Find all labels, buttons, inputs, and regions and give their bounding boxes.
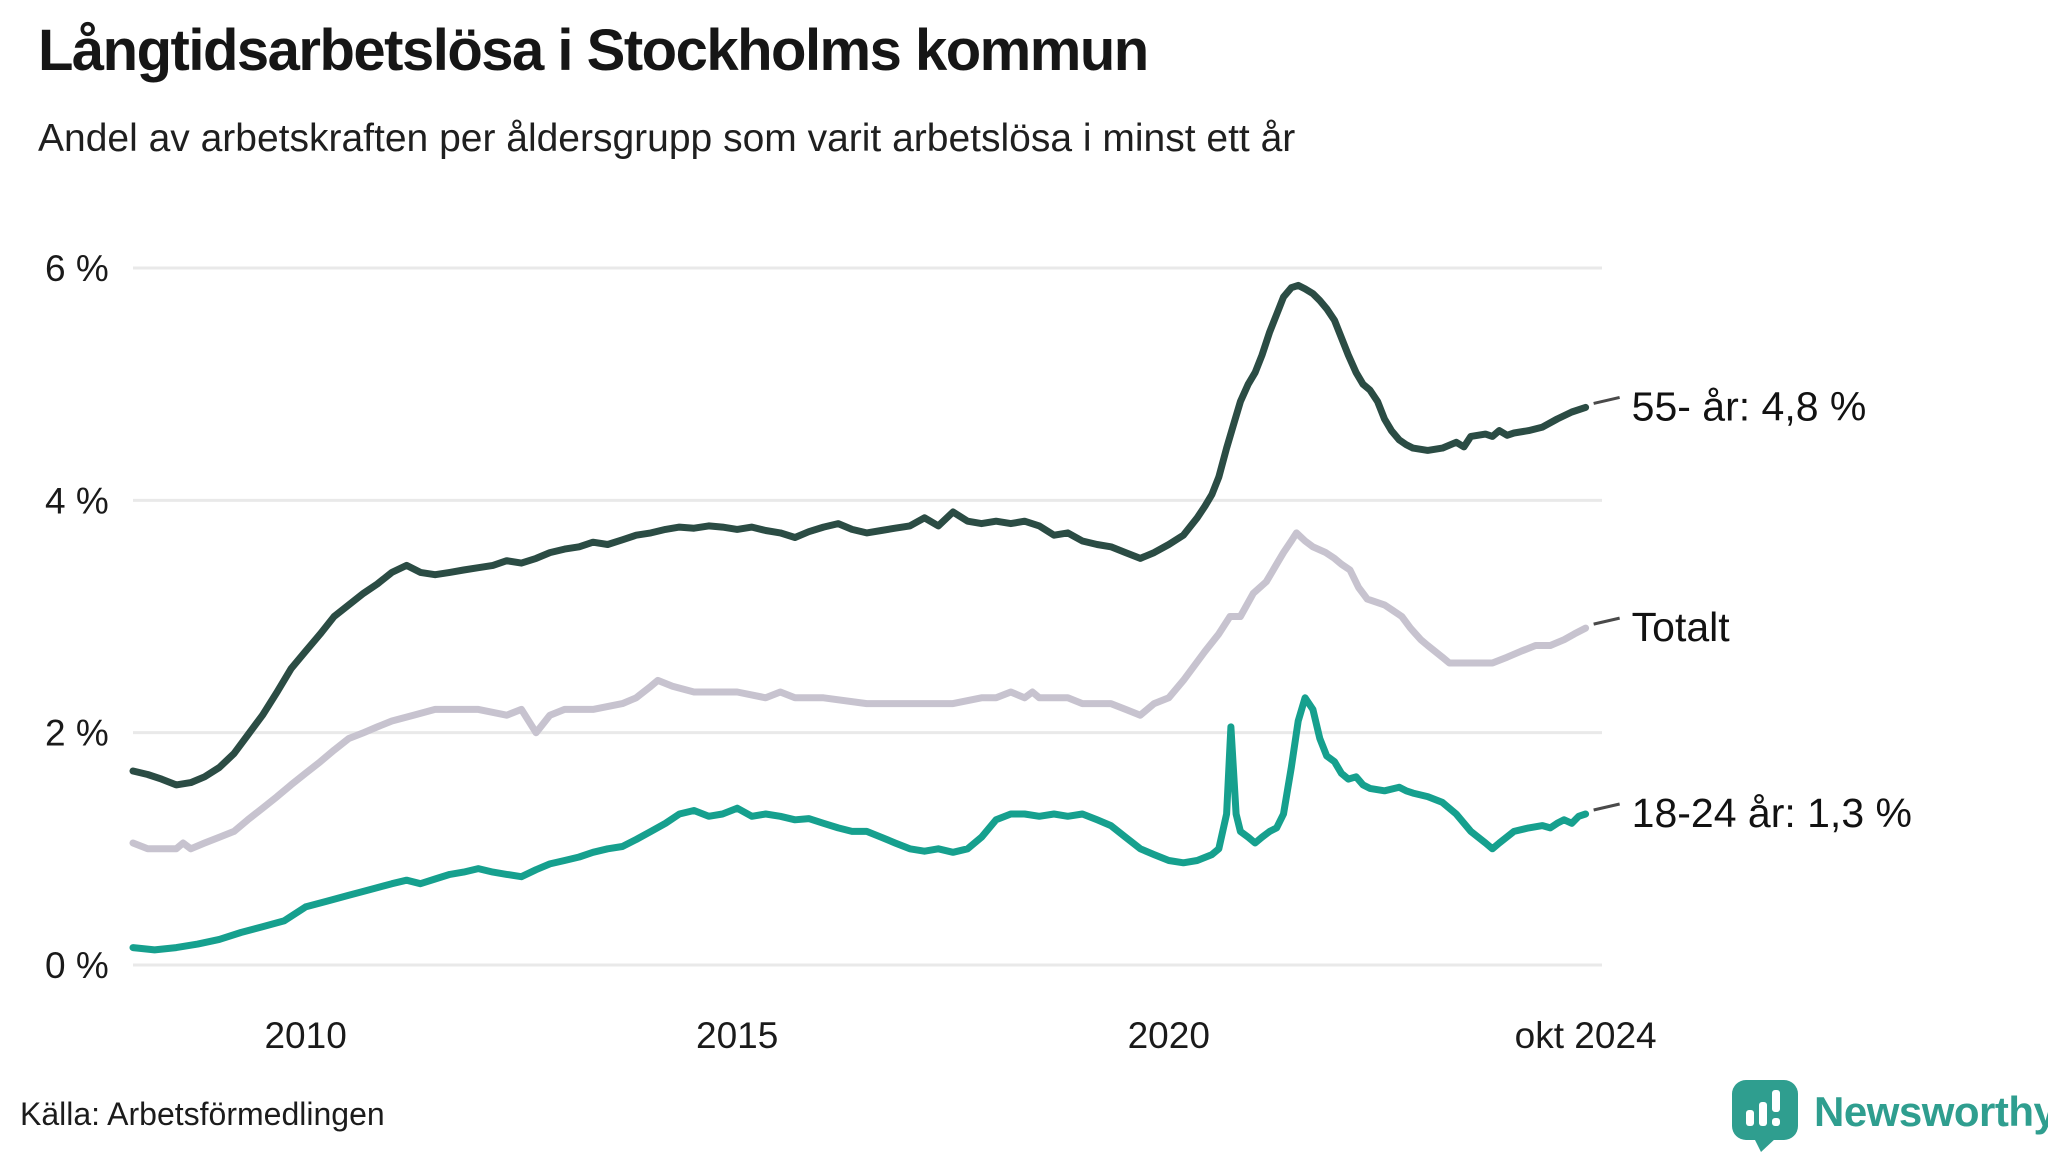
newsworthy-logo-icon bbox=[1732, 1080, 1798, 1152]
x-tick-label: 2015 bbox=[696, 1015, 778, 1056]
series-end-tick bbox=[1593, 802, 1620, 812]
logo-exclamation-dot bbox=[1772, 1118, 1780, 1126]
series-end-label: 18-24 år: 1,3 % bbox=[1632, 790, 1912, 836]
logo-exclamation-bar bbox=[1772, 1090, 1780, 1112]
newsworthy-logo-text: Newsworthy bbox=[1814, 1088, 2048, 1135]
series-end-label: Totalt bbox=[1632, 604, 1731, 650]
series-end-label: 55- år: 4,8 % bbox=[1632, 383, 1867, 429]
series-end-tick bbox=[1593, 616, 1620, 626]
y-tick-label: 6 % bbox=[45, 248, 109, 289]
y-tick-label: 0 % bbox=[45, 945, 109, 986]
x-tick-label: 2010 bbox=[264, 1015, 346, 1056]
x-tick-label: 2020 bbox=[1128, 1015, 1210, 1056]
series-line-55-r bbox=[129, 281, 1590, 789]
source-note: Källa: Arbetsförmedlingen bbox=[20, 1096, 385, 1132]
series-line-18-24-r bbox=[129, 694, 1590, 954]
newsworthy-logo[interactable]: Newsworthy bbox=[1730, 1078, 2048, 1152]
logo-bar-medium bbox=[1759, 1102, 1767, 1126]
page-subtitle: Andel av arbetskraften per åldersgrupp s… bbox=[38, 117, 1296, 160]
page-title: Långtidsarbetslösa i Stockholms kommun bbox=[38, 18, 1149, 83]
series-line-totalt bbox=[129, 529, 1590, 853]
y-tick-label: 4 % bbox=[45, 480, 109, 521]
x-tick-label: okt 2024 bbox=[1515, 1015, 1657, 1056]
y-tick-label: 2 % bbox=[45, 713, 109, 754]
series-end-tick bbox=[1593, 395, 1620, 405]
logo-bar-small bbox=[1746, 1110, 1754, 1126]
